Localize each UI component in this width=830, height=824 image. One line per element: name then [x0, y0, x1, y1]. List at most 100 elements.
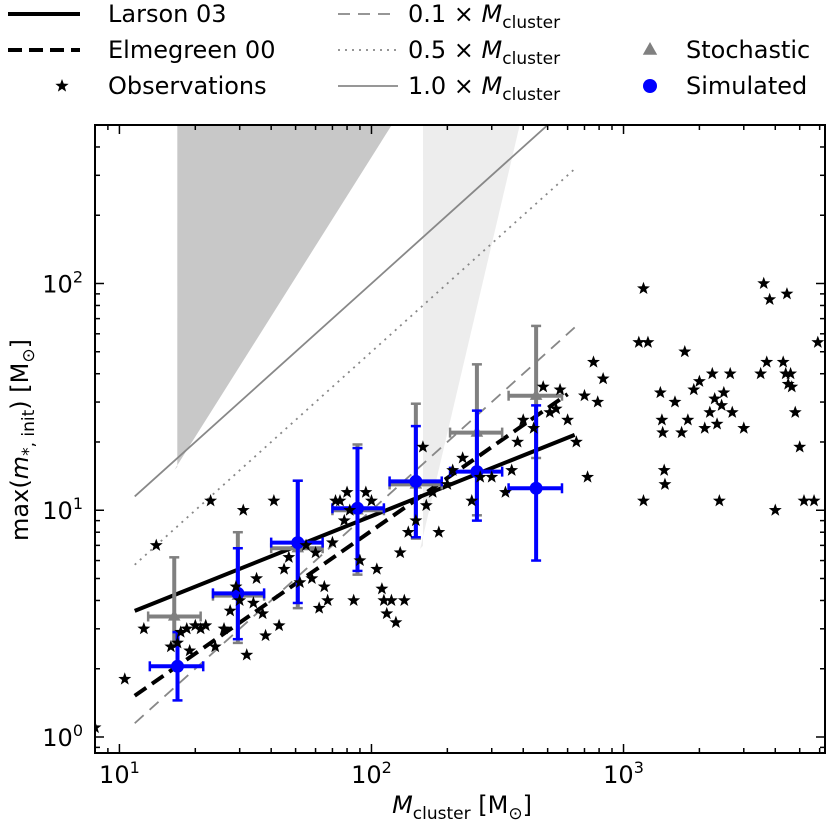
observation-star — [409, 513, 423, 527]
simulated-marker — [350, 501, 364, 515]
observation-star — [353, 553, 367, 567]
observation-star — [188, 618, 202, 632]
observation-star — [788, 405, 802, 418]
observation-star — [277, 562, 291, 575]
observation-star — [553, 382, 567, 396]
x-tick-label: 103 — [603, 758, 644, 789]
observation-star — [419, 498, 433, 511]
observation-star — [637, 494, 650, 507]
observation-star — [393, 545, 407, 559]
simulated-marker — [409, 474, 423, 488]
observation-star — [164, 639, 178, 653]
stochastic-upper-samples — [174, 125, 392, 470]
observation-star — [485, 470, 499, 483]
observation-star — [543, 405, 557, 418]
y-tick-label: 101 — [42, 494, 83, 525]
observation-star — [333, 494, 347, 507]
larson-line — [133, 433, 576, 613]
observation-star — [199, 618, 213, 632]
elmegreen-line — [133, 392, 569, 698]
legend-label-f01: 0.1 × Mcluster — [408, 0, 560, 33]
observation-star — [217, 622, 231, 635]
observation-star — [95, 720, 102, 734]
observation-star — [309, 545, 323, 559]
legend-label-obs: Observations — [108, 72, 267, 100]
relation-lines — [133, 392, 576, 698]
observation-star — [641, 335, 655, 348]
observation-star — [591, 395, 605, 408]
observation-star — [246, 596, 260, 609]
observation-star — [779, 366, 793, 380]
observation-star — [312, 601, 326, 614]
observation-star — [807, 494, 821, 507]
observation-star — [687, 382, 701, 396]
observation-star — [401, 525, 415, 538]
legend-label-f05: 0.5 × Mcluster — [408, 36, 560, 69]
observation-star — [272, 618, 286, 632]
observation-star — [416, 440, 430, 453]
observation-star — [240, 648, 254, 661]
observation-star — [698, 421, 712, 434]
observation-star — [384, 593, 398, 606]
observation-star — [725, 405, 739, 418]
legend-key-stoch — [642, 42, 658, 55]
observation-star — [797, 494, 811, 507]
axis-ticks: 101 102 103 100 101 102 — [42, 124, 825, 789]
y-tick-label: 100 — [42, 721, 83, 752]
observation-star — [763, 292, 777, 305]
observation-star — [511, 435, 525, 448]
y-axis-label: max(m*, init) [M⊙] — [6, 339, 39, 541]
observation-star — [223, 604, 237, 617]
x-axis-label: Mcluster [M⊙] — [392, 791, 532, 824]
stochastic-marker — [529, 388, 543, 400]
observation-star — [347, 593, 361, 606]
observation-star — [426, 485, 440, 498]
observation-star — [208, 639, 222, 653]
legend-label-elmegreen: Elmegreen 00 — [108, 36, 275, 64]
observation-star — [259, 628, 273, 642]
legend-key-sim — [643, 79, 657, 93]
observation-star — [118, 672, 132, 685]
observation-star — [527, 421, 541, 434]
observation-star — [317, 579, 331, 593]
observation-star — [596, 371, 610, 385]
stochastic-marker — [167, 609, 181, 621]
observation-star — [811, 335, 825, 348]
legend-key-obs — [55, 79, 69, 92]
observation-stars — [95, 276, 825, 734]
x-tick-label: 102 — [351, 758, 392, 789]
observation-star — [581, 470, 595, 483]
observation-star — [180, 622, 194, 635]
observation-star — [737, 421, 751, 434]
observation-star — [776, 355, 790, 368]
observation-star — [171, 636, 184, 649]
stochastic-samples — [420, 125, 520, 549]
observation-star — [389, 615, 403, 628]
observation-star — [658, 477, 672, 490]
observation-star — [377, 593, 391, 606]
observation-star — [194, 622, 208, 635]
y-tick-label: 102 — [42, 267, 83, 298]
observation-star — [456, 451, 470, 464]
observation-star — [305, 571, 319, 584]
simulated-bin-0 — [148, 630, 205, 702]
observation-star — [282, 550, 296, 563]
x-tick-label: 101 — [99, 758, 140, 789]
observation-star — [183, 643, 197, 657]
observation-star — [657, 463, 671, 476]
plot-frame — [94, 124, 826, 754]
observation-star — [681, 413, 695, 426]
observation-star — [498, 485, 512, 498]
fraction-line-2 — [134, 125, 549, 498]
observation-star — [780, 287, 794, 300]
observation-star — [653, 385, 667, 399]
observation-star — [204, 494, 218, 507]
observation-star — [321, 593, 335, 606]
observation-star — [236, 503, 250, 516]
observation-star — [754, 366, 768, 380]
observation-star — [299, 538, 313, 551]
observation-star — [632, 335, 646, 348]
observation-star — [760, 355, 774, 368]
observation-star — [637, 281, 650, 295]
